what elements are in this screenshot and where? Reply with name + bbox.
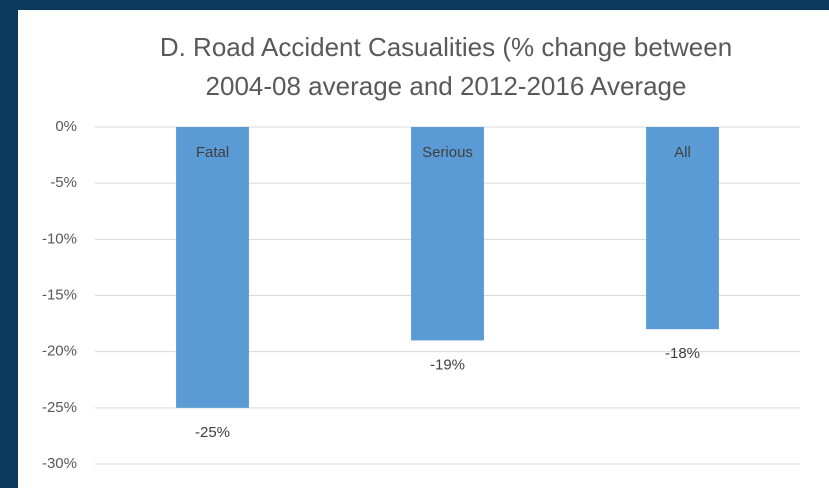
- bar: [646, 127, 719, 330]
- data-label: -18%: [665, 345, 700, 362]
- y-tick-label: -15%: [42, 286, 77, 303]
- y-tick-label: -25%: [42, 399, 77, 416]
- y-tick-label: -10%: [42, 230, 77, 247]
- y-tick-label: -30%: [42, 455, 77, 472]
- category-label: All: [674, 144, 691, 161]
- data-label: -25%: [195, 424, 230, 441]
- y-tick-label: 0%: [55, 118, 77, 135]
- y-tick-label: -20%: [42, 343, 77, 360]
- chart-title: D. Road Accident Casualities (% change b…: [160, 32, 732, 62]
- bar: [176, 127, 249, 408]
- category-label: Serious: [422, 144, 473, 161]
- bar: [411, 127, 484, 341]
- y-tick-label: -5%: [50, 174, 77, 191]
- data-label: -19%: [430, 356, 465, 373]
- chart-title: 2004-08 average and 2012-2016 Average: [206, 71, 687, 101]
- category-label: Fatal: [196, 144, 229, 161]
